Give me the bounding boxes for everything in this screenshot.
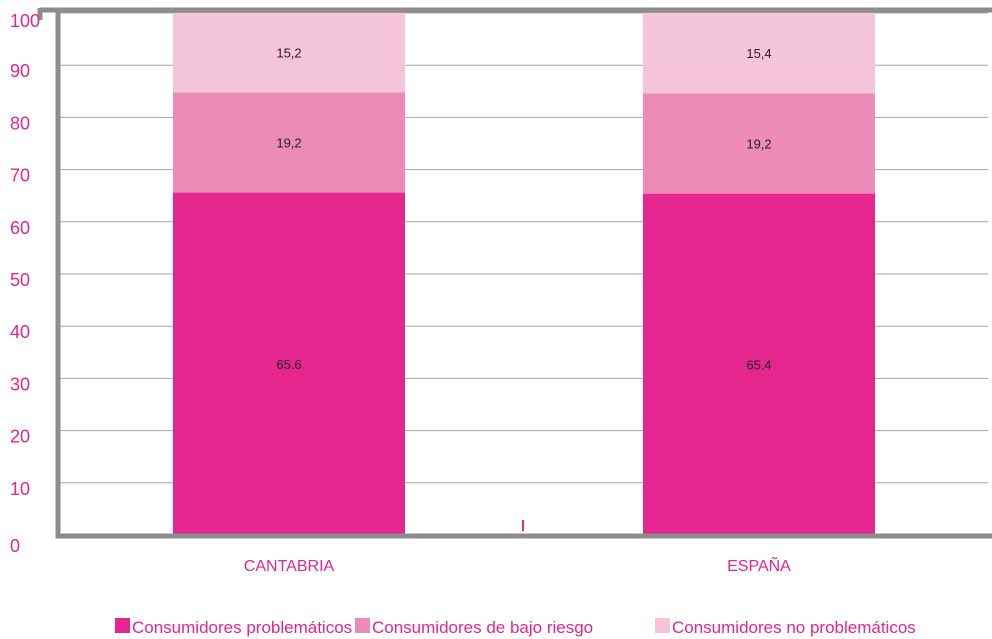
bars: 65.6 19,2 15,2 65.4 19,2 15,4 [173,13,875,535]
data-label-españa-series-2: 19,2 [746,137,771,152]
y-tick-label-100: 100 [10,11,40,31]
legend-swatch-2 [355,618,370,633]
legend-swatch-1 [115,618,130,633]
y-tick-label-90: 90 [10,61,30,81]
y-tick-label-60: 60 [10,218,30,238]
legend: Consumidores problemáticos Consumidores d… [115,618,916,637]
bar-cantabria-series-3 [173,13,405,93]
legend-label-3: Consumidores no problemáticos [672,618,916,637]
data-label-españa-series-1: 65.4 [746,357,771,372]
legend-label-2: Consumidores de bajo riesgo [372,618,593,637]
data-label-españa-series-3: 15,4 [746,46,771,61]
data-label-cantabria-series-2: 19,2 [276,135,301,150]
bar-cantabria-series-1 [173,192,405,535]
data-label-cantabria-series-1: 65.6 [276,357,301,372]
y-tick-label-30: 30 [10,374,30,394]
bar-cantabria-series-2 [173,92,405,193]
x-tick-label-españa: ESPAÑA [727,555,791,575]
x-tick-labels: CANTABRIA ESPAÑA [244,555,791,575]
y-tick-label-40: 40 [10,322,30,342]
bar-españa-series-1 [643,193,875,535]
y-tick-label-20: 20 [10,427,30,447]
y-tick-label-70: 70 [10,166,30,186]
data-label-cantabria-series-3: 15,2 [276,46,301,61]
legend-swatch-3 [655,618,670,633]
axes [37,7,992,539]
legend-label-1: Consumidores problemáticos [132,618,352,637]
y-tick-labels: 0 10 20 30 40 50 60 70 80 90 100 [10,11,40,556]
x-tick-label-cantabria: CANTABRIA [244,558,335,575]
bar-españa-series-2 [643,93,875,194]
y-tick-label-10: 10 [10,479,30,499]
y-tick-label-50: 50 [10,270,30,290]
bar-españa-series-3 [643,13,875,94]
y-tick-label-80: 80 [10,113,30,133]
y-tick-label-0: 0 [10,536,20,556]
